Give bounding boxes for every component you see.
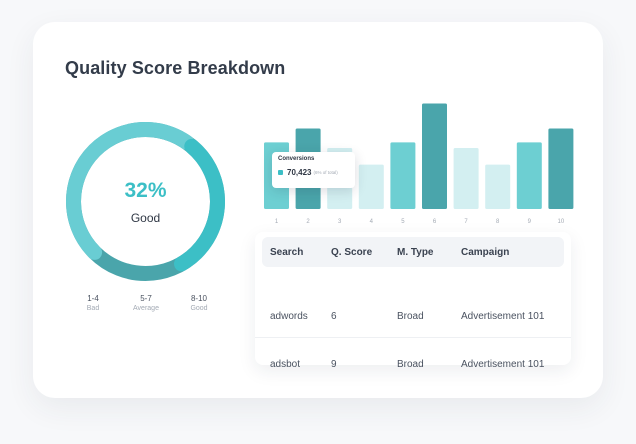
x-tick-label: 1: [275, 219, 279, 225]
legend-range: 8-10: [190, 294, 207, 303]
x-tick-label: 10: [558, 219, 565, 225]
legend-name: Good: [190, 305, 208, 312]
x-tick-label: 8: [496, 219, 500, 225]
keyword-table: Search Q. Score M. Type Campaign adwords…: [255, 232, 571, 370]
x-tick-label: 5: [401, 219, 405, 225]
x-tick-label: 2: [306, 219, 310, 225]
quality-score-card: Quality Score Breakdown 32% Good 1-4 Bad…: [33, 22, 603, 398]
x-tick-label: 3: [338, 219, 342, 225]
x-tick-label: 7: [464, 219, 468, 225]
cell-q-score: 9: [331, 359, 337, 370]
conversions-tooltip: Conversions 70,423 (6% of total): [272, 152, 355, 188]
bar-6[interactable]: [422, 103, 447, 209]
cell-search: adwords: [270, 311, 308, 322]
x-tick-label: 4: [370, 219, 374, 225]
table-header: Search Q. Score M. Type Campaign: [262, 237, 564, 267]
x-tick-label: 6: [433, 219, 437, 225]
header-campaign[interactable]: Campaign: [461, 247, 510, 258]
header-search[interactable]: Search: [270, 247, 304, 258]
page-title: Quality Score Breakdown: [65, 58, 286, 78]
legend-range: 5-7: [140, 294, 152, 303]
legend-bad: 1-4 Bad: [68, 294, 118, 312]
tooltip-row: 70,423 (6% of total): [278, 168, 349, 177]
tooltip-title: Conversions: [278, 156, 315, 162]
cell-m-type: Broad: [397, 359, 424, 370]
cell-campaign: Advertisement 101: [461, 359, 545, 370]
quality-donut-chart: 32% Good: [63, 119, 228, 284]
cell-search: adsbot: [270, 359, 301, 370]
legend-name: Bad: [86, 305, 100, 312]
legend-good: 8-10 Good: [174, 294, 224, 312]
cell-m-type: Broad: [397, 311, 424, 322]
header-q-score[interactable]: Q. Score: [331, 247, 373, 258]
donut-segment-light: [66, 122, 195, 260]
bar-8[interactable]: [485, 164, 511, 209]
bar-9[interactable]: [516, 142, 542, 209]
donut-percent: 32%: [124, 179, 167, 202]
donut-ring: [66, 122, 225, 281]
legend-range: 1-4: [87, 294, 99, 303]
bar-7[interactable]: [453, 147, 479, 209]
legend-average: 5-7 Average: [121, 294, 171, 312]
bar-10[interactable]: [548, 128, 574, 209]
tooltip-swatch: [278, 170, 283, 175]
tooltip-note: (6% of total): [313, 170, 338, 175]
donut-center: 32% Good: [63, 119, 228, 284]
tooltip-value: 70,423: [287, 168, 312, 177]
donut-status: Good: [130, 211, 161, 225]
cell-q-score: 6: [331, 311, 337, 322]
cell-campaign: Advertisement 101: [461, 311, 545, 322]
x-tick-label: 9: [528, 219, 532, 225]
legend-name: Average: [133, 305, 159, 312]
donut-segment-mid: [174, 138, 225, 272]
bar-4[interactable]: [358, 164, 384, 209]
header-m-type[interactable]: M. Type: [397, 247, 434, 258]
row-divider: [255, 337, 571, 338]
bar-5[interactable]: [390, 142, 416, 209]
